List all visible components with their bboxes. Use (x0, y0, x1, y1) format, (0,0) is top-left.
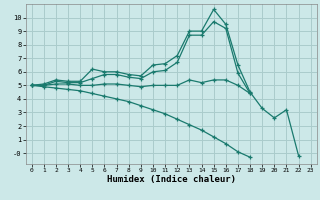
X-axis label: Humidex (Indice chaleur): Humidex (Indice chaleur) (107, 175, 236, 184)
